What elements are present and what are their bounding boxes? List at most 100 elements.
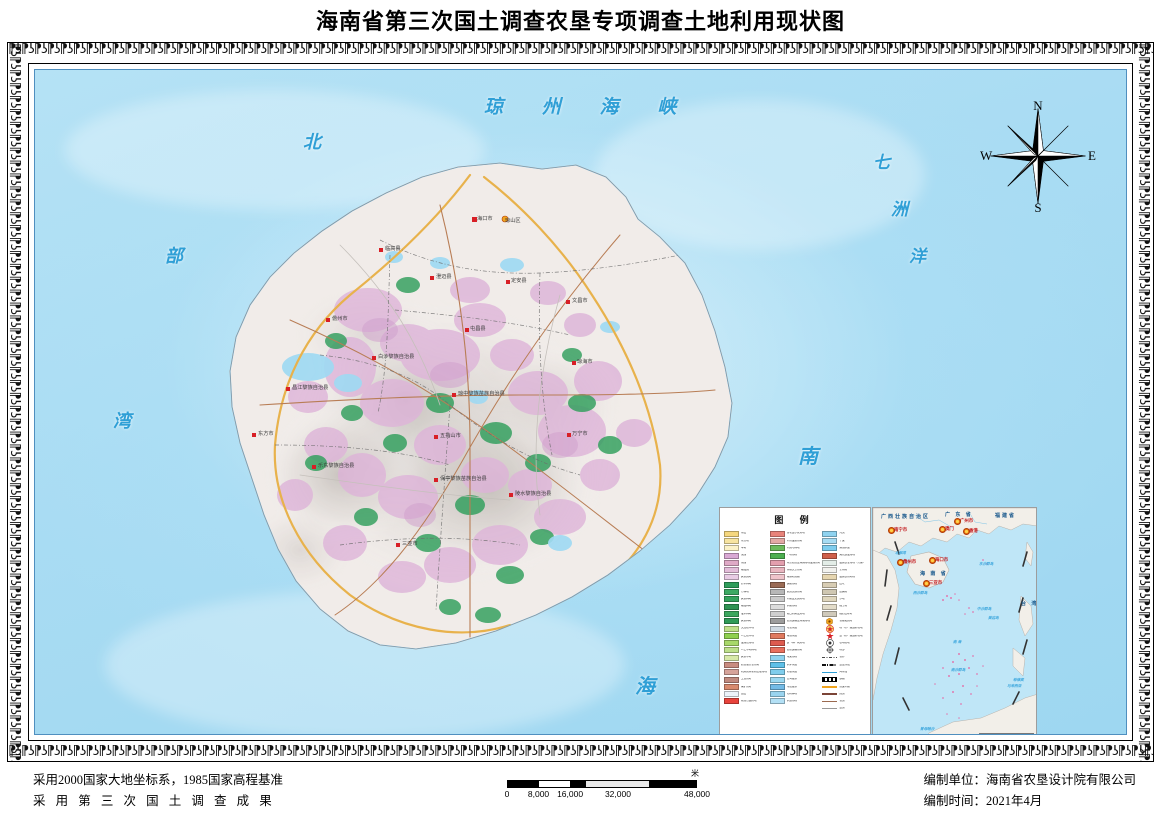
legend-item: 橡胶园 — [724, 566, 768, 574]
landuse-swatch — [724, 574, 739, 581]
legend-item: 公园与绿地 — [769, 545, 821, 552]
publish-date-note: 编制时间：2021年4月 — [923, 794, 1043, 808]
legend-item-label: 水路用地 — [786, 605, 798, 608]
county-label: 琼海市 — [577, 357, 593, 365]
legend-item: 住宅及小区用地 — [769, 530, 821, 537]
sea-label-beibu-3: 湾 — [113, 411, 131, 431]
county-label: 白沙黎族自治县 — [378, 352, 414, 360]
legend-item: 管理运输用地 — [769, 647, 821, 654]
county-label: 屯昌县 — [470, 324, 486, 332]
county-boundaries — [274, 239, 681, 611]
legend-item-label: 县（区）级政府驻地 — [839, 634, 863, 637]
landuse-swatch — [724, 698, 739, 705]
legend-point-item: 县（区）级政府驻地 — [822, 632, 866, 640]
datum-note: 采用2000国家大地坐标系，1985国家高程基准 — [33, 773, 284, 787]
inset-city-label: 三亚市 — [929, 580, 943, 585]
landuse-swatch — [769, 567, 785, 574]
landuse-swatch — [724, 691, 739, 698]
legend-point-item: 场部 — [822, 646, 866, 655]
landuse-swatch — [724, 603, 739, 610]
line-symbol-icon — [822, 677, 838, 683]
landuse-swatch — [822, 530, 838, 537]
legend-item: 机关团体新闻出版用地 — [724, 669, 768, 676]
legend-item: 科教文卫用地 — [769, 566, 821, 574]
city-markers — [252, 215, 576, 547]
legend-item-label: 红树林地 — [786, 692, 798, 695]
legend-item-label: 地（市）级政府驻地 — [839, 627, 863, 630]
line-symbol-icon — [822, 662, 838, 668]
landuse-swatch — [769, 603, 785, 610]
landuse-swatch — [769, 610, 785, 617]
legend-item: 设施农用地地 — [822, 574, 866, 581]
hexagon-icon — [822, 617, 837, 625]
inset-province-label: 台 湾 省 — [1021, 601, 1036, 607]
line-symbol-icon — [822, 684, 838, 690]
inset-city-label: 南宁市 — [894, 527, 908, 532]
legend-item: 沿海滩涂 — [769, 676, 821, 683]
legend-item: 裸土地 — [822, 603, 866, 610]
inset-sea-label: 西沙群岛 — [913, 591, 928, 595]
landuse-swatch — [724, 567, 739, 574]
legend-item: 盐田 — [724, 691, 768, 698]
landuse-swatch — [724, 654, 739, 661]
legend-item: 湖泊水面 — [822, 545, 866, 552]
legend-item: 设施农用地 — [724, 639, 768, 647]
legend-line-item: 高速公路 — [822, 683, 866, 690]
legend-item-label: 干渠 — [839, 539, 845, 542]
legend-item: 广场用地 — [769, 552, 821, 559]
legend-point-item: 农场驻地 — [822, 639, 866, 647]
line-symbol-icon — [822, 669, 838, 675]
inset-city-marker — [939, 525, 946, 533]
legend-title: 图 例 — [774, 515, 816, 525]
legend-item-label: 铁路 — [839, 678, 845, 681]
landuse-swatch — [769, 552, 785, 559]
legend-item: 湖泊水面 — [769, 632, 821, 639]
landuse-swatch — [724, 640, 739, 647]
nine-dash-line — [884, 541, 1028, 711]
hainan-island: 海口市 琼山区 临高县 澄迈县 定安县 文昌市 儋州市 琼海市 屯昌县 白沙黎族自治县 琼中黎族苗族… — [140, 145, 790, 725]
title-bar: 海南省第三次国土调查农垦专项调查土地利用现状图 — [0, 0, 1161, 40]
legend-item: 旱地 — [724, 545, 768, 552]
legend-column-3: 河流 干渠 湖泊水面 其它建设用地 设施农业用地（大棚） 空闲地 设施农用地地 田坎 盐碱地 沙地… — [822, 530, 866, 712]
legend-item: 水路用地 — [769, 603, 821, 610]
page-title: 海南省第三次国土调查农垦专项调查土地利用现状图 — [315, 9, 845, 34]
county-label: 万宁市 — [572, 429, 588, 437]
legend-item: 沙地 — [822, 596, 866, 603]
sea-label-qiongzhou-strait: 琼 州 海 峡 — [484, 97, 694, 118]
legend-item: 田坎 — [822, 581, 866, 588]
landuse-swatch — [769, 537, 785, 544]
landuse-swatch — [724, 545, 739, 552]
legend-item-label: 盐碱地 — [839, 590, 848, 593]
legend-item-label: 管理运输用地 — [786, 649, 803, 652]
inset-province-label: 广西壮族自治区 — [881, 514, 931, 520]
legend-item-label: 国道 — [839, 692, 845, 695]
legend-item-label: 河流水面 — [786, 627, 798, 630]
legend-item: 港口码头及用地 — [769, 610, 821, 617]
inset-svg — [873, 508, 1036, 734]
landuse-swatch — [724, 683, 739, 690]
county-label: 澄迈县 — [436, 272, 452, 280]
legend-item-label: 建（构）筑用地 — [786, 641, 805, 644]
inset-island-groups — [934, 559, 988, 719]
county-label: 文昌市 — [572, 296, 588, 304]
legend-item-label: 其它建设用地 — [839, 554, 855, 557]
inset-hainan-island — [906, 551, 950, 589]
legend-item-label: 采矿用地 — [741, 685, 752, 688]
legend-item-label: 其他园地 — [741, 576, 752, 579]
map-canvas[interactable]: 海口市 琼山区 临高县 澄迈县 定安县 文昌市 儋州市 琼海市 屯昌县 白沙黎族自治县 琼中黎族苗族… — [34, 69, 1127, 735]
landuse-swatch — [769, 596, 785, 603]
legend-item-label: 裸岩石砾地 — [839, 612, 853, 615]
compass-east-label: E — [1088, 148, 1096, 163]
landuse-swatch — [769, 559, 785, 566]
legend-item: 灌木林地 — [724, 610, 768, 617]
legend-item-label: 裸土地 — [839, 605, 848, 608]
landuse-swatch — [769, 676, 785, 683]
landuse-swatch — [769, 589, 785, 596]
line-symbol-icon — [822, 698, 838, 704]
legend-item: 天然牧草地 — [724, 625, 768, 632]
scale-tick-label: 32,000 — [604, 789, 631, 799]
sea-label-qizhou-2: 洲 — [891, 200, 908, 219]
legend-item: 人工草地种地 — [724, 647, 768, 654]
